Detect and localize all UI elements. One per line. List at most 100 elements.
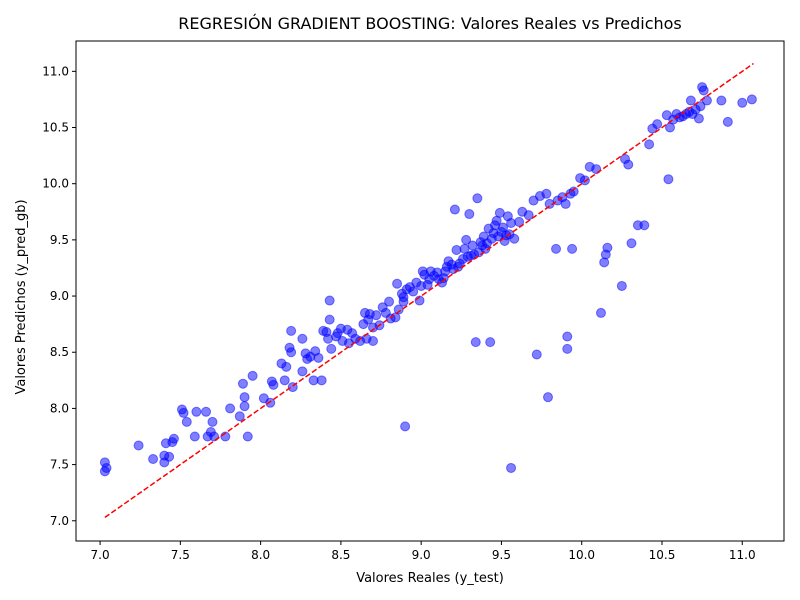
data-point	[239, 401, 250, 412]
data-point	[472, 193, 483, 204]
data-point	[541, 188, 552, 199]
data-point	[408, 286, 419, 297]
y-tick-label: 10.0	[42, 177, 69, 191]
data-point	[368, 336, 379, 346]
data-point	[698, 85, 709, 96]
data-point	[449, 204, 460, 215]
data-point	[616, 280, 627, 291]
data-point	[201, 406, 212, 417]
y-axis: 7.0 7.5 8.0 8.5 9.0 9.5 10.0 10.5 11.0	[42, 64, 76, 528]
data-point	[297, 333, 308, 344]
reference-line-layer	[104, 62, 754, 519]
data-point	[281, 361, 292, 372]
data-point	[567, 243, 578, 254]
data-point	[286, 325, 297, 336]
data-point	[279, 375, 290, 386]
data-point	[464, 209, 475, 220]
x-tick-label: 8.0	[251, 548, 270, 562]
data-point	[626, 238, 637, 249]
data-point	[531, 349, 542, 360]
x-tick-label: 9.5	[492, 548, 511, 562]
x-axis: 7.0 7.5 8.0 8.5 9.0 9.5 10.0 10.5 11.0	[91, 541, 756, 562]
data-point	[326, 343, 337, 354]
data-point	[644, 139, 655, 150]
data-point	[237, 378, 248, 389]
data-point	[562, 331, 573, 342]
data-points	[99, 82, 757, 477]
x-tick-label: 7.0	[91, 548, 110, 562]
y-tick-label: 9.5	[50, 233, 69, 247]
x-tick-label: 9.0	[412, 548, 431, 562]
data-point	[470, 337, 481, 348]
data-point	[297, 366, 308, 377]
data-point	[191, 406, 202, 417]
x-tick-label: 11.0	[729, 548, 756, 562]
data-point	[181, 416, 192, 427]
data-point	[506, 462, 517, 473]
x-tick-label: 7.5	[171, 548, 190, 562]
data-point	[286, 347, 297, 358]
data-point	[551, 243, 562, 254]
data-point	[324, 314, 335, 325]
data-point	[265, 397, 276, 408]
data-point	[133, 440, 144, 451]
data-point	[506, 218, 517, 229]
data-point	[451, 244, 462, 255]
y-tick-label: 11.0	[42, 64, 69, 78]
data-point	[164, 451, 175, 462]
data-point	[189, 431, 200, 442]
data-point	[316, 375, 327, 386]
data-point	[693, 113, 704, 124]
data-point	[514, 216, 525, 227]
data-point	[543, 392, 553, 403]
y-tick-label: 8.5	[50, 345, 69, 359]
reference-line	[104, 62, 754, 519]
data-point	[268, 379, 279, 390]
data-point	[746, 94, 757, 105]
data-point	[400, 421, 411, 432]
x-axis-label: Valores Reales (y_test)	[356, 571, 504, 586]
data-point	[560, 198, 571, 209]
data-point	[568, 186, 579, 197]
data-point	[225, 403, 236, 414]
data-point	[207, 416, 218, 427]
y-tick-label: 7.5	[50, 458, 69, 472]
data-point	[148, 453, 159, 464]
data-point	[371, 310, 382, 321]
data-point	[562, 343, 573, 354]
data-point	[234, 411, 245, 422]
data-point	[685, 95, 696, 106]
data-point	[485, 337, 496, 348]
data-point	[461, 234, 472, 245]
y-tick-label: 9.0	[50, 289, 69, 303]
data-point	[384, 296, 395, 307]
data-point	[324, 295, 335, 306]
x-tick-label: 8.5	[331, 548, 350, 562]
data-point	[579, 175, 590, 186]
data-point	[595, 307, 606, 318]
y-tick-label: 8.0	[50, 401, 69, 415]
y-axis-label: Valores Predichos (y_pred_gb)	[14, 199, 29, 394]
data-point	[695, 101, 706, 112]
y-tick-label: 10.5	[42, 121, 69, 135]
data-point	[178, 407, 189, 418]
data-point	[722, 116, 733, 127]
data-point	[623, 159, 634, 170]
plot-area-frame	[75, 40, 785, 542]
x-tick-label: 10.0	[568, 548, 595, 562]
data-point	[737, 97, 748, 108]
data-point	[639, 220, 650, 231]
data-point	[652, 119, 663, 130]
data-point	[239, 392, 250, 403]
data-point	[509, 233, 520, 244]
data-point	[168, 433, 179, 444]
data-point	[392, 278, 403, 289]
y-tick-label: 7.0	[50, 514, 69, 528]
data-point	[716, 95, 727, 106]
data-point	[99, 457, 110, 468]
data-point	[247, 370, 258, 381]
data-point	[663, 174, 674, 185]
data-point	[523, 210, 534, 221]
